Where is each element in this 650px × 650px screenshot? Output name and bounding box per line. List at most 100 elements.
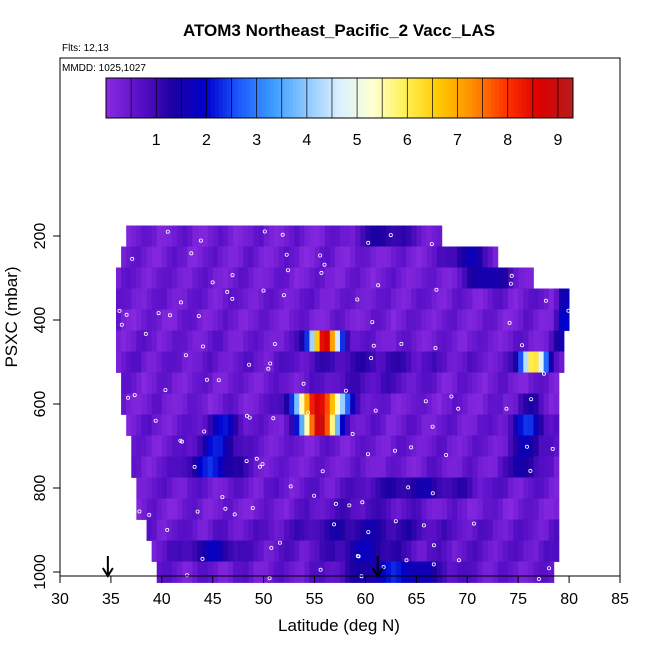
heat-cell — [243, 561, 249, 583]
heat-cell — [564, 288, 570, 310]
sample-marker — [254, 456, 259, 461]
heat-cell — [492, 498, 499, 520]
heat-cell — [492, 477, 499, 499]
heat-cell — [355, 372, 361, 394]
heat-cell — [487, 519, 494, 541]
heat-cell — [533, 561, 539, 583]
heat-cell — [350, 456, 356, 478]
heat-cell — [177, 414, 183, 436]
colorbar-segment — [452, 78, 457, 118]
heat-cell — [253, 561, 259, 583]
heat-cell — [411, 372, 417, 394]
heat-cell — [482, 414, 489, 436]
heat-cell — [161, 435, 168, 457]
heat-cell — [416, 372, 422, 394]
heat-cell — [309, 309, 315, 331]
heat-cell — [289, 498, 295, 520]
heat-cell — [294, 225, 300, 247]
heat-cell — [334, 435, 341, 457]
heat-cell — [431, 351, 438, 373]
heat-cell — [273, 330, 280, 352]
heat-cell — [222, 288, 229, 310]
heat-cell — [513, 372, 519, 394]
heat-cell — [131, 414, 137, 436]
heat-cell — [558, 330, 565, 352]
heat-cell — [360, 393, 366, 415]
heat-cell — [477, 477, 483, 499]
heat-cell — [523, 540, 529, 562]
heat-cell — [543, 435, 550, 457]
heat-cell — [222, 351, 229, 373]
sample-marker — [376, 283, 381, 288]
colorbar-segment — [569, 78, 574, 118]
heat-cell — [222, 330, 229, 352]
heat-cell — [513, 477, 519, 499]
heat-cell — [299, 351, 305, 373]
heat-cell — [467, 309, 473, 331]
heat-cell — [207, 267, 214, 289]
heat-cell — [436, 225, 443, 247]
heat-cell — [166, 519, 173, 541]
heat-cell — [202, 393, 209, 415]
heat-cell — [406, 372, 412, 394]
heat-cell — [228, 477, 234, 499]
heat-cell — [553, 414, 560, 436]
colorbar-segment — [277, 78, 282, 118]
heat-cell — [197, 477, 203, 499]
heat-cell — [126, 414, 132, 436]
heat-cell — [462, 435, 468, 457]
heat-cell — [380, 519, 387, 541]
heat-cell — [401, 414, 407, 436]
heat-cell — [136, 246, 142, 268]
colorbar-segment — [549, 78, 555, 118]
heat-cell — [553, 372, 560, 394]
heat-cell — [166, 246, 173, 268]
heat-cell — [273, 435, 280, 457]
heat-cell — [166, 372, 173, 394]
heat-cell — [146, 456, 153, 478]
heat-cell — [355, 393, 361, 415]
sample-marker — [318, 567, 323, 572]
heat-cell — [492, 393, 499, 415]
heat-cell — [345, 414, 351, 436]
heat-cell — [365, 225, 371, 247]
colorbar-segment — [168, 78, 173, 118]
heat-cell — [304, 435, 310, 457]
colorbar-segment — [518, 78, 523, 118]
heat-cell — [116, 330, 122, 352]
heat-cell — [136, 309, 142, 331]
sample-marker — [449, 394, 454, 399]
heat-cell — [304, 309, 310, 331]
heat-cell — [523, 330, 529, 352]
heat-cell — [228, 267, 234, 289]
colorbar-segment — [156, 78, 161, 118]
heat-cell — [548, 393, 555, 415]
heat-cell — [543, 540, 550, 562]
heat-cell — [523, 561, 529, 583]
sample-marker — [381, 565, 386, 570]
heat-cell — [284, 288, 290, 310]
heat-cell — [294, 561, 300, 583]
colorbar-segment — [448, 78, 453, 118]
heat-cell — [161, 456, 168, 478]
heat-cell — [452, 351, 458, 373]
heat-cell — [126, 267, 132, 289]
heat-cell — [426, 393, 433, 415]
heat-cell — [278, 351, 285, 373]
heat-cell — [411, 435, 417, 457]
heat-cell — [497, 267, 504, 289]
heat-cell — [452, 540, 458, 562]
heat-cell — [513, 561, 519, 583]
heat-cell — [385, 267, 392, 289]
heat-cell — [482, 498, 489, 520]
heat-cell — [508, 540, 514, 562]
heat-cell — [370, 351, 377, 373]
heat-cell — [375, 519, 382, 541]
x-tick-label: 80 — [560, 591, 578, 608]
heat-cell — [360, 246, 366, 268]
heat-cell — [197, 372, 203, 394]
sample-marker — [268, 361, 273, 366]
sample-marker — [541, 371, 546, 376]
heat-cell — [502, 519, 509, 541]
heat-cell — [151, 519, 158, 541]
